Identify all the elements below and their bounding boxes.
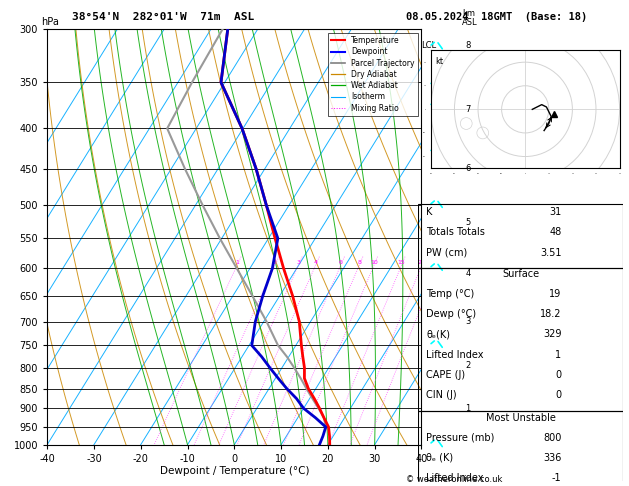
Text: CIN (J): CIN (J) xyxy=(426,390,457,400)
Text: 1: 1 xyxy=(465,404,470,413)
Text: 6: 6 xyxy=(338,260,343,265)
Text: 2: 2 xyxy=(465,361,470,370)
Text: 20: 20 xyxy=(418,260,425,265)
Text: PW (cm): PW (cm) xyxy=(426,247,468,258)
Text: Pressure (mb): Pressure (mb) xyxy=(426,433,495,443)
Text: -1: -1 xyxy=(552,473,562,483)
Text: 25: 25 xyxy=(433,260,442,265)
Text: 5: 5 xyxy=(465,219,470,227)
Text: 6: 6 xyxy=(465,164,471,173)
Text: 48: 48 xyxy=(549,227,562,237)
Text: 1: 1 xyxy=(235,260,239,265)
Text: 18.2: 18.2 xyxy=(540,309,562,319)
Text: 329: 329 xyxy=(543,330,562,339)
Text: 4: 4 xyxy=(313,260,318,265)
Text: 3.51: 3.51 xyxy=(540,247,562,258)
Text: K: K xyxy=(426,208,433,217)
Text: 0: 0 xyxy=(555,370,562,380)
Text: 8: 8 xyxy=(357,260,361,265)
Text: 336: 336 xyxy=(543,453,562,463)
Text: Most Unstable: Most Unstable xyxy=(486,413,555,423)
Text: CAPE (J): CAPE (J) xyxy=(426,370,465,380)
Text: 800: 800 xyxy=(543,433,562,443)
Text: 8: 8 xyxy=(465,41,471,51)
Bar xyxy=(418,268,623,411)
Text: 1: 1 xyxy=(555,349,562,360)
Text: © weatheronline.co.uk: © weatheronline.co.uk xyxy=(406,474,502,484)
Text: 08.05.2024  18GMT  (Base: 18): 08.05.2024 18GMT (Base: 18) xyxy=(406,12,587,22)
Text: Surface: Surface xyxy=(502,269,539,279)
Text: 10: 10 xyxy=(370,260,377,265)
Text: Dewp (°C): Dewp (°C) xyxy=(426,309,477,319)
X-axis label: Dewpoint / Temperature (°C): Dewpoint / Temperature (°C) xyxy=(160,467,309,476)
Legend: Temperature, Dewpoint, Parcel Trajectory, Dry Adiabat, Wet Adiabat, Isotherm, Mi: Temperature, Dewpoint, Parcel Trajectory… xyxy=(328,33,418,116)
Text: kt: kt xyxy=(435,57,443,67)
Text: 2: 2 xyxy=(273,260,277,265)
Bar xyxy=(418,411,623,486)
Text: Totals Totals: Totals Totals xyxy=(426,227,486,237)
Text: 0: 0 xyxy=(555,390,562,400)
Text: Lifted Index: Lifted Index xyxy=(426,473,484,483)
Text: 38°54'N  282°01'W  71m  ASL: 38°54'N 282°01'W 71m ASL xyxy=(72,12,255,22)
Text: 19: 19 xyxy=(549,289,562,299)
Text: θₑ(K): θₑ(K) xyxy=(426,330,450,339)
Text: 3: 3 xyxy=(296,260,300,265)
Text: km
ASL: km ASL xyxy=(462,9,478,27)
Text: LCL: LCL xyxy=(421,41,437,50)
Text: 7: 7 xyxy=(465,105,471,114)
Text: 31: 31 xyxy=(549,208,562,217)
Text: 15: 15 xyxy=(398,260,405,265)
Text: Lifted Index: Lifted Index xyxy=(426,349,484,360)
Text: Temp (°C): Temp (°C) xyxy=(426,289,475,299)
Text: 4: 4 xyxy=(465,269,470,278)
Text: hPa: hPa xyxy=(41,17,58,27)
Bar xyxy=(418,205,623,268)
Text: 3: 3 xyxy=(465,317,471,326)
Text: θₑ (K): θₑ (K) xyxy=(426,453,454,463)
